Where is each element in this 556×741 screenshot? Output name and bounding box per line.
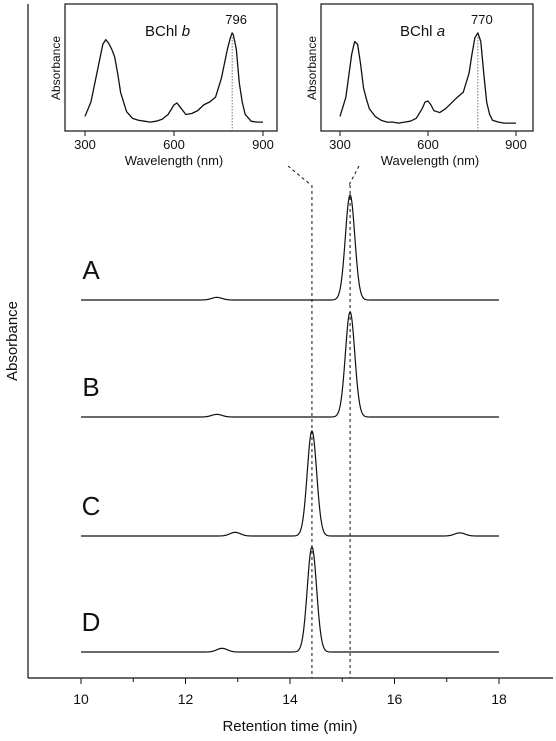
absorbance-spectrum [84,32,263,123]
chromatogram-trace-C [81,430,499,537]
x-tick-label: 12 [178,691,194,707]
chromatogram-traces [81,194,499,653]
main-x-ticks: 10 12 14 16 18 [73,678,507,707]
inset-bchl-a-plot: 300 600 900 770 [329,12,527,152]
inset-bchl-a-frame [320,3,534,132]
peak-wavelength-label: 770 [471,12,493,27]
inset-bchl-b-xlabel: Wavelength (nm) [125,153,224,168]
x-tick-label: 16 [387,691,403,707]
trace-label-B: B [82,372,99,402]
x-tick-label: 18 [491,691,507,707]
inset-connectors [287,165,360,186]
connector-bchl-a [348,165,360,186]
trace-labels: A B C D [82,255,101,637]
inset-x-tick-label: 900 [505,137,527,152]
chromatogram-trace-A [81,194,499,301]
inset-bchl-a-ylabel: Absorbance [305,36,319,100]
peak-wavelength-label: 796 [225,12,247,27]
absorbance-spectrum [339,32,516,124]
inset-bchl-a-xlabel: Wavelength (nm) [381,153,480,168]
inset-bchl-b-title: BChl b [145,23,190,40]
inset-x-tick-label: 600 [417,137,439,152]
inset-x-tick-label: 600 [163,137,185,152]
trace-label-A: A [82,255,100,285]
inset-bchl-b: BChl b Absorbance Wavelength (nm) 300 600… [49,3,278,168]
inset-bchl-b-ylabel: Absorbance [49,36,63,100]
trace-label-D: D [82,607,101,637]
inset-x-tick-label: 900 [252,137,274,152]
reference-lines [311,185,351,678]
x-tick-label: 10 [73,691,89,707]
inset-bchl-b-plot: 300 600 900 796 [74,12,274,152]
main-x-axis-title: Retention time (min) [222,718,357,735]
connector-bchl-b [287,165,312,186]
inset-x-tick-label: 300 [329,137,351,152]
chromatogram-trace-D [81,546,499,653]
inset-bchl-a-title: BChl a [400,23,445,40]
inset-bchl-a: BChl a Absorbance Wavelength (nm) 300 600… [305,3,534,168]
chromatogram-chart: 10 12 14 16 18 A B C D Retention time (min) Abs… [4,4,553,735]
x-tick-label: 14 [282,691,298,707]
trace-label-C: C [82,491,101,521]
inset-x-tick-label: 300 [74,137,96,152]
main-y-axis-title: Absorbance [4,301,21,381]
chromatogram-trace-B [81,311,499,418]
